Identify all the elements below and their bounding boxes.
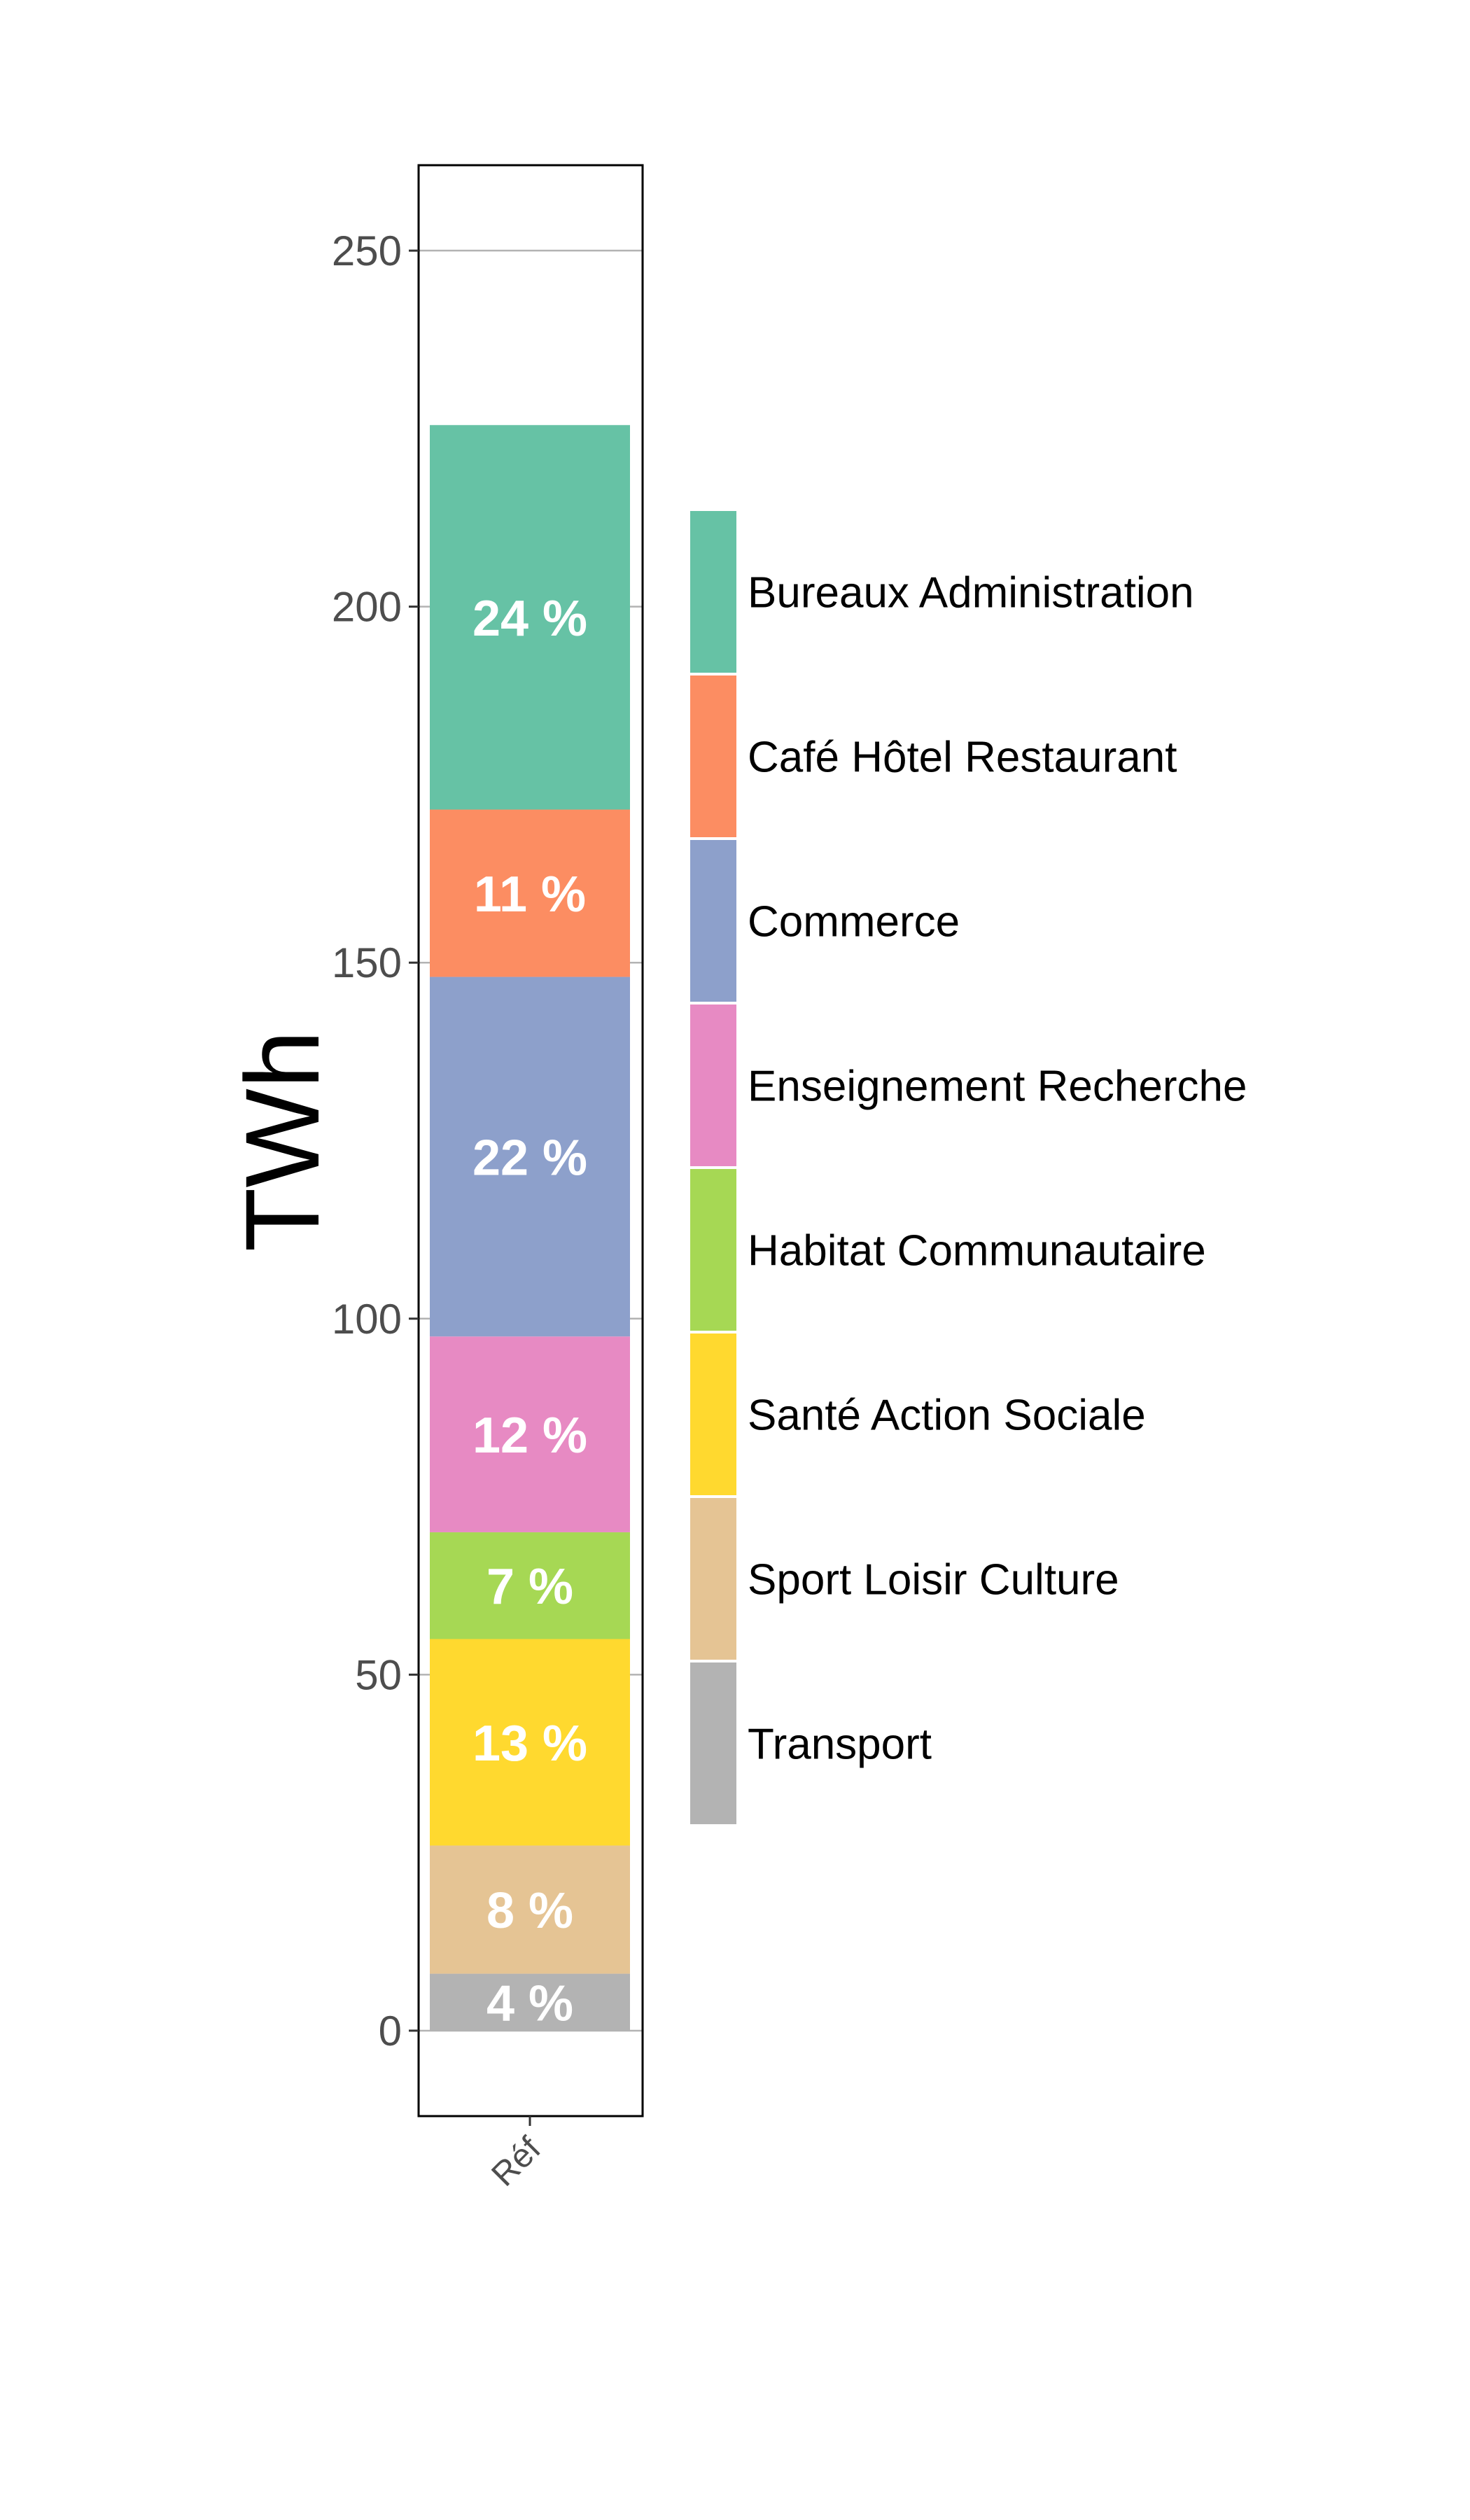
bar-segment-1 — [430, 1845, 630, 1974]
legend-label-6: Sport Loisir Culture — [748, 1556, 1119, 1604]
legend-key-7 — [690, 1662, 736, 1824]
legend-key-3 — [690, 1004, 736, 1166]
segment-label-0: 4 % — [486, 1975, 573, 2031]
bar-segment-7 — [430, 425, 630, 810]
segment-label-1: 8 % — [486, 1883, 573, 1939]
legend-label-5: Santé Action Sociale — [748, 1392, 1146, 1440]
y-tick-label-0: 0 — [379, 2008, 402, 2054]
bar-segment-6 — [430, 809, 630, 977]
legend-key-1 — [690, 676, 736, 837]
segment-label-6: 11 % — [474, 867, 586, 923]
legend-label-3: Enseignement Recherche — [748, 1063, 1247, 1111]
y-tick-label-100: 100 — [332, 1296, 402, 1343]
bar-segment-0 — [430, 1973, 630, 2031]
legend-label-2: Commerce — [748, 898, 960, 946]
bar-segments — [430, 425, 630, 2031]
legend-key-5 — [690, 1334, 736, 1495]
segment-labels: 4 % 8 % 13 % 7 % 12 % 22 % 11 % 24 % — [472, 591, 587, 2031]
legend-key-6 — [690, 1498, 736, 1660]
legend-label-1: Café Hôtel Restaurant — [748, 734, 1177, 782]
y-tick-label-50: 50 — [355, 1651, 402, 1698]
y-axis-title: TWh — [223, 1030, 341, 1252]
bar-segment-2 — [430, 1639, 630, 1846]
legend-key-4 — [690, 1169, 736, 1331]
segment-label-3: 7 % — [486, 1559, 573, 1615]
x-tick-label-0: Réf — [484, 2130, 548, 2194]
x-axis: Réf — [484, 2116, 548, 2194]
segment-label-4: 12 % — [472, 1408, 587, 1464]
legend-key-0 — [690, 511, 736, 673]
legend-label-0: Bureaux Administration — [748, 569, 1194, 617]
y-tick-label-250: 250 — [332, 227, 402, 274]
segment-label-5: 22 % — [472, 1130, 587, 1186]
bar-segment-3 — [430, 1532, 630, 1639]
segment-label-2: 13 % — [472, 1716, 587, 1772]
legend-key-2 — [690, 840, 736, 1002]
y-axis: 0 50 100 150 200 250 — [332, 227, 419, 2054]
y-tick-label-150: 150 — [332, 939, 402, 986]
legend-label-4: Habitat Communautaire — [748, 1227, 1206, 1275]
bar-segment-4 — [430, 1336, 630, 1532]
bar-segment-5 — [430, 976, 630, 1337]
segment-label-7: 24 % — [472, 591, 587, 647]
legend-label-7: Transport — [748, 1721, 932, 1769]
legend: Bureaux Administration Café Hôtel Restaur… — [690, 511, 1247, 1824]
y-tick-label-200: 200 — [332, 584, 402, 631]
